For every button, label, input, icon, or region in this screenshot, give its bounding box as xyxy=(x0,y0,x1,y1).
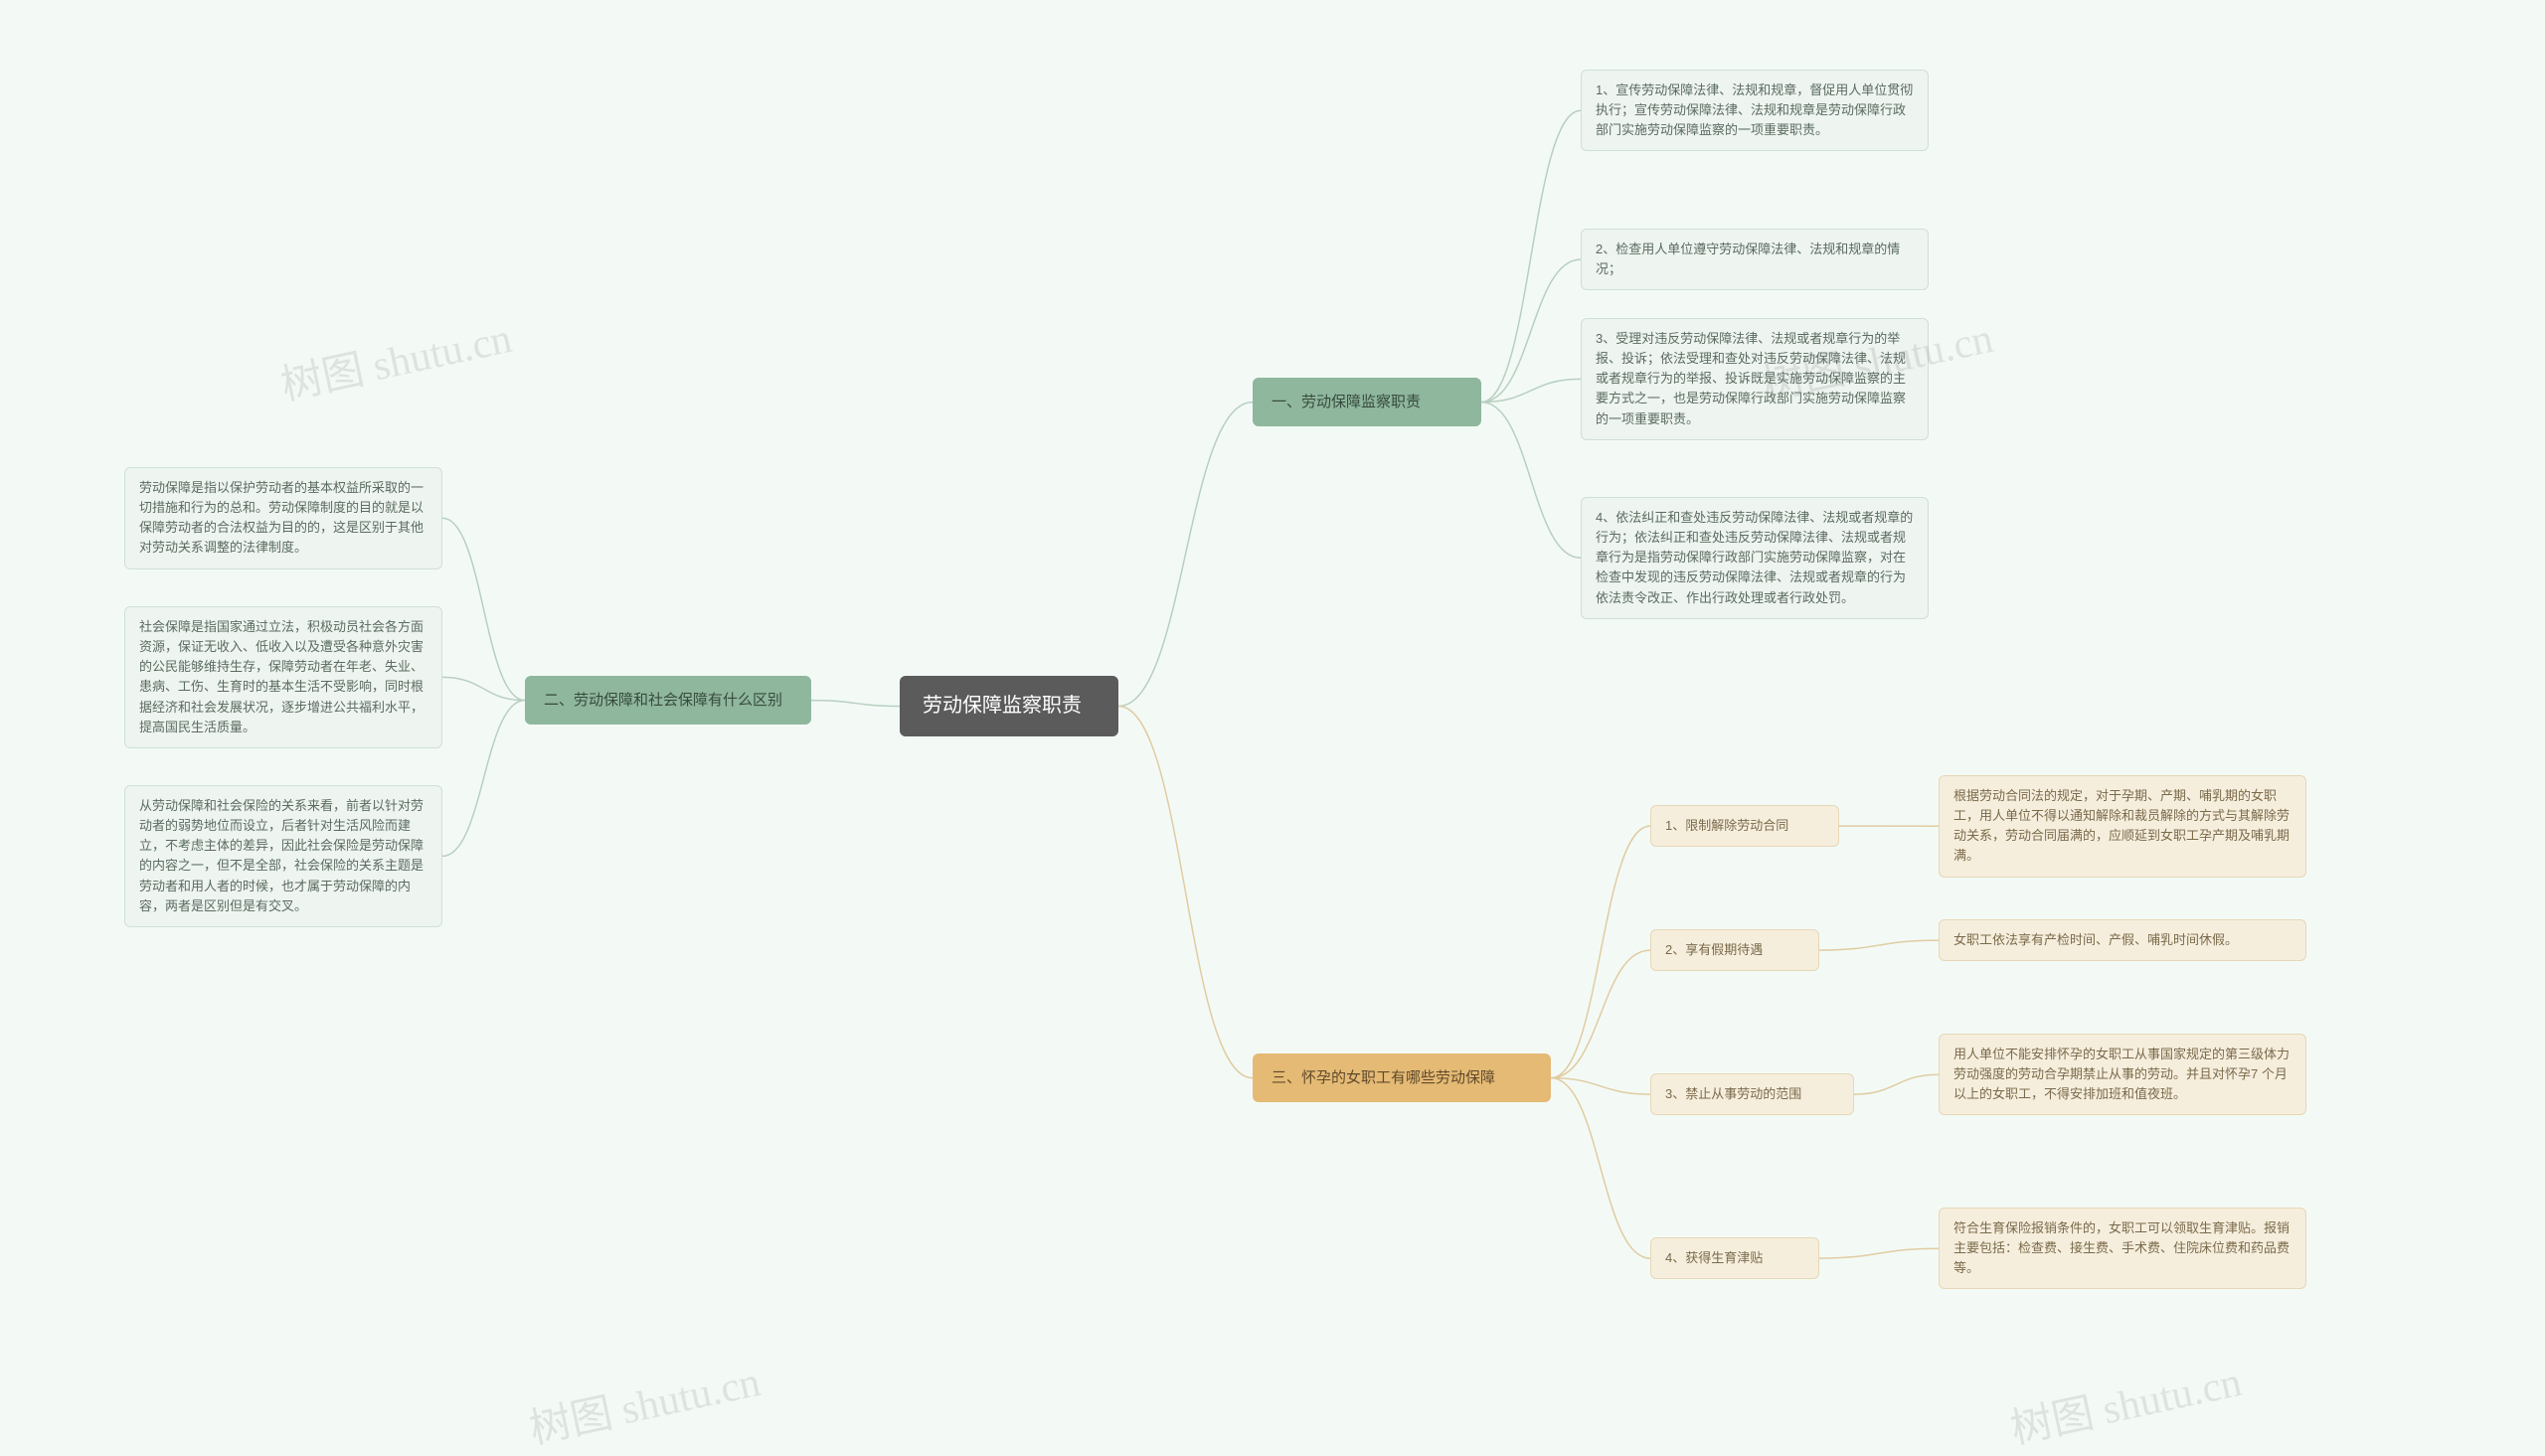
branch-1-leaf: 3、受理对违反劳动保障法律、法规或者规章行为的举报、投诉；依法受理和查处对违反劳… xyxy=(1581,318,1929,440)
branch-1-title: 一、劳动保障监察职责 xyxy=(1253,378,1481,426)
branch-3-sub-detail: 用人单位不能安排怀孕的女职工从事国家规定的第三级体力劳动强度的劳动合孕期禁止从事… xyxy=(1939,1034,2306,1115)
branch-2-leaf: 从劳动保障和社会保险的关系来看，前者以针对劳动者的弱势地位而设立，后者针对生活风… xyxy=(124,785,442,927)
root-node: 劳动保障监察职责 xyxy=(900,676,1118,736)
branch-3-title: 三、怀孕的女职工有哪些劳动保障 xyxy=(1253,1053,1551,1102)
branch-3-sub-detail: 根据劳动合同法的规定，对于孕期、产期、哺乳期的女职工，用人单位不得以通知解除和裁… xyxy=(1939,775,2306,878)
branch-3-sub-detail: 女职工依法享有产检时间、产假、哺乳时间休假。 xyxy=(1939,919,2306,961)
watermark: 树图 shutu.cn xyxy=(274,304,516,412)
branch-1-leaf: 4、依法纠正和查处违反劳动保障法律、法规或者规章的行为；依法纠正和查处违反劳动保… xyxy=(1581,497,1929,619)
branch-2-leaf: 劳动保障是指以保护劳动者的基本权益所采取的一切措施和行为的总和。劳动保障制度的目… xyxy=(124,467,442,569)
branch-3-sub-label: 2、享有假期待遇 xyxy=(1650,929,1819,971)
branch-3-sub-label: 1、限制解除劳动合同 xyxy=(1650,805,1839,847)
branch-3-sub-label: 4、获得生育津贴 xyxy=(1650,1237,1819,1279)
branch-3-sub-detail: 符合生育保险报销条件的，女职工可以领取生育津贴。报销主要包括：检查费、接生费、手… xyxy=(1939,1208,2306,1289)
branch-2-title: 二、劳动保障和社会保障有什么区别 xyxy=(525,676,811,725)
branch-1-leaf: 2、检查用人单位遵守劳动保障法律、法规和规章的情况； xyxy=(1581,229,1929,290)
branch-2-leaf: 社会保障是指国家通过立法，积极动员社会各方面资源，保证无收入、低收入以及遭受各种… xyxy=(124,606,442,748)
watermark: 树图 shutu.cn xyxy=(2004,1348,2246,1456)
branch-1-leaf: 1、宣传劳动保障法律、法规和规章，督促用人单位贯彻执行；宣传劳动保障法律、法规和… xyxy=(1581,70,1929,151)
branch-3-sub-label: 3、禁止从事劳动的范围 xyxy=(1650,1073,1854,1115)
watermark: 树图 shutu.cn xyxy=(523,1348,764,1456)
